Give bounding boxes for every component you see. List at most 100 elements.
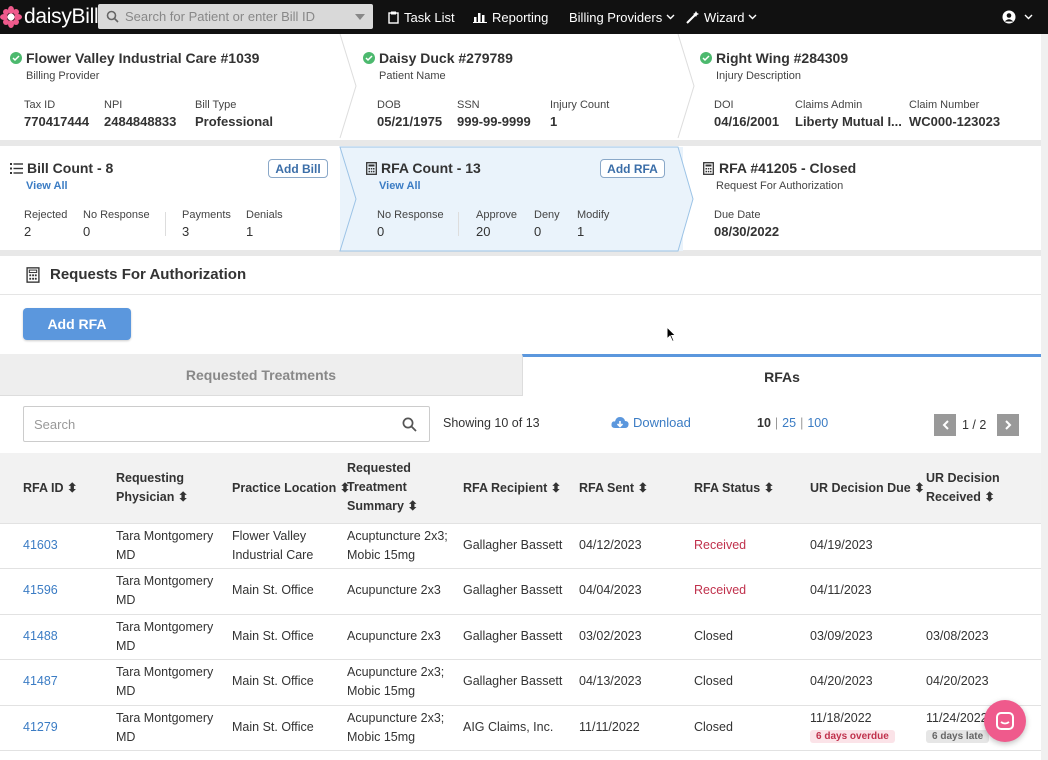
due-cell: 03/09/2023 [810,628,873,643]
rfa-id-link[interactable]: 41603 [23,538,58,552]
download-button[interactable]: Download [611,415,691,430]
dob-label: DOB [377,99,401,111]
sort-icon: ⬍ [339,481,351,495]
add-bill-button[interactable]: Add Bill [268,159,328,178]
page-size-selector: 10 | 25 | 100 [757,416,828,430]
denials-label: Denials [246,209,283,221]
download-label: Download [633,415,691,430]
sent-cell: 04/12/2023 [579,538,642,552]
rfa-detail-title-text: RFA #41205 - Closed [719,160,857,176]
user-menu[interactable] [1002,0,1038,34]
patient-search[interactable]: Search for Patient or enter Bill ID [98,4,373,29]
nav-reporting[interactable]: Reporting [473,0,548,34]
tab-rfas[interactable]: RFAs [522,354,1041,396]
due-date-label: Due Date [714,209,761,221]
rfa-id-link[interactable]: 41488 [23,628,58,643]
next-page-button[interactable] [997,414,1019,436]
provider-title[interactable]: Flower Valley Industrial Care #1039 [10,50,259,66]
doi-value: 04/16/2001 [714,114,780,129]
rfa-id-link[interactable]: 41279 [23,719,58,734]
injury-count-label: Injury Count [550,99,610,111]
bills-view-all-link[interactable]: View All [26,180,68,192]
page-size-100[interactable]: 100 [807,416,829,430]
rfas-view-all-link[interactable]: View All [379,180,421,192]
table-row[interactable]: 41603 Tara Montgomery MD Flower Valley Ind… [0,523,1041,568]
sort-icon: ⬍ [67,481,78,495]
approve-value[interactable]: 20 [476,224,491,239]
rfa-search-input[interactable]: Search [23,406,430,442]
modify-value[interactable]: 1 [577,224,585,239]
chevron-down-icon [1024,14,1033,20]
table-row[interactable]: 41279 Tara Montgomery MD Main St. Office Ac… [0,704,1041,750]
col-practice-location[interactable]: Practice Location ⬍ [232,481,351,495]
nav-billing-providers[interactable]: Billing Providers [569,0,680,34]
sort-icon: ⬍ [984,490,995,504]
table-row[interactable]: 41596 Tara Montgomery MD Main St. Office Ac… [0,568,1041,613]
daisybill-logo[interactable]: daisyBill [0,4,99,30]
deny-value[interactable]: 0 [534,224,542,239]
chat-icon [996,712,1014,730]
due-cell: 04/20/2023 [810,674,873,689]
location-cell: Main St. Office [232,674,314,689]
rfa-id-link[interactable]: 41487 [23,674,58,689]
recipient-cell: Gallagher Bassett [463,674,563,689]
bill-no-response-label: No Response [83,209,150,221]
nav-wizard[interactable]: Wizard [686,0,762,34]
received-cell: 03/08/2023 [926,628,989,643]
nav-task-list[interactable]: Task List [388,0,455,34]
claim-number-label: Claim Number [909,99,980,111]
physician-cell: Tara Montgomery MD [116,574,214,608]
add-rfa-button[interactable]: Add RFA [23,308,131,340]
chevron-down-icon [666,14,675,20]
col-rfa-status[interactable]: RFA Status ⬍ [694,481,775,495]
rfa-no-response-value[interactable]: 0 [377,224,385,239]
summary-cell: Acupuncture 2x3; Mobic 15mg [347,665,445,699]
chevron-down-icon [748,14,757,20]
col-rfa-sent[interactable]: RFA Sent ⬍ [579,481,649,495]
chat-button[interactable] [984,700,1026,742]
rfa-no-response-label: No Response [377,209,444,221]
check-circle-icon [700,52,712,64]
col-rfa-recipient[interactable]: RFA Recipient ⬍ [463,481,562,495]
deny-label: Deny [534,209,560,221]
sent-cell: 04/04/2023 [579,583,642,598]
scrollbar[interactable] [1041,34,1048,760]
physician-cell: Tara Montgomery MD [116,529,214,562]
col-treatment-summary[interactable]: Requested Treatment Summary ⬍ [347,461,418,513]
top-navbar: daisyBill Search for Patient or enter Bi… [0,0,1048,34]
tab-requested-treatments[interactable]: Requested Treatments [0,354,522,396]
patient-title-text: Daisy Duck #279789 [379,50,513,66]
patient-search-placeholder: Search for Patient or enter Bill ID [125,9,316,24]
location-cell: Main St. Office [232,628,314,643]
patient-title[interactable]: Daisy Duck #279789 [363,50,513,66]
due-cell: 11/18/2022 [810,710,872,725]
physician-cell: Tara Montgomery MD [116,619,214,653]
col-rfa-id[interactable]: RFA ID ⬍ [23,481,78,495]
add-rfa-card-button[interactable]: Add RFA [600,159,665,178]
magic-wand-icon [686,10,699,24]
sort-icon: ⬍ [177,490,189,504]
table-row[interactable]: 41487 Tara Montgomery MD Main St. Office Ac… [0,659,1041,704]
bill-no-response-value[interactable]: 0 [83,224,91,239]
page-size-10[interactable]: 10 [757,416,771,430]
prev-page-button[interactable] [934,414,956,436]
injury-count-value: 1 [550,114,558,129]
table-row[interactable]: 41488 Tara Montgomery MD Main St. Office Ac… [0,613,1041,659]
sort-icon: ⬍ [637,481,649,495]
location-cell: Flower Valley Industrial Care [232,529,314,562]
injury-title-text: Right Wing #284309 [716,50,849,66]
denials-value[interactable]: 1 [246,224,254,239]
rejected-value[interactable]: 2 [24,224,32,239]
payments-value[interactable]: 3 [182,224,190,239]
calculator-icon [26,266,40,283]
rfa-id-link[interactable]: 41596 [23,583,58,598]
col-requesting-physician[interactable]: Requesting Physician ⬍ [116,471,189,504]
section-header: Requests For Authorization [26,266,246,283]
page-size-25[interactable]: 25 [782,416,797,430]
col-ur-decision-received[interactable]: UR Decision Received ⬍ [926,471,1000,504]
due-cell: 04/11/2023 [810,583,872,598]
col-ur-decision-due[interactable]: UR Decision Due ⬍ [810,481,925,495]
injury-title[interactable]: Right Wing #284309 [700,50,848,66]
doi-label: DOI [714,99,734,111]
nav-reporting-label: Reporting [492,9,549,25]
